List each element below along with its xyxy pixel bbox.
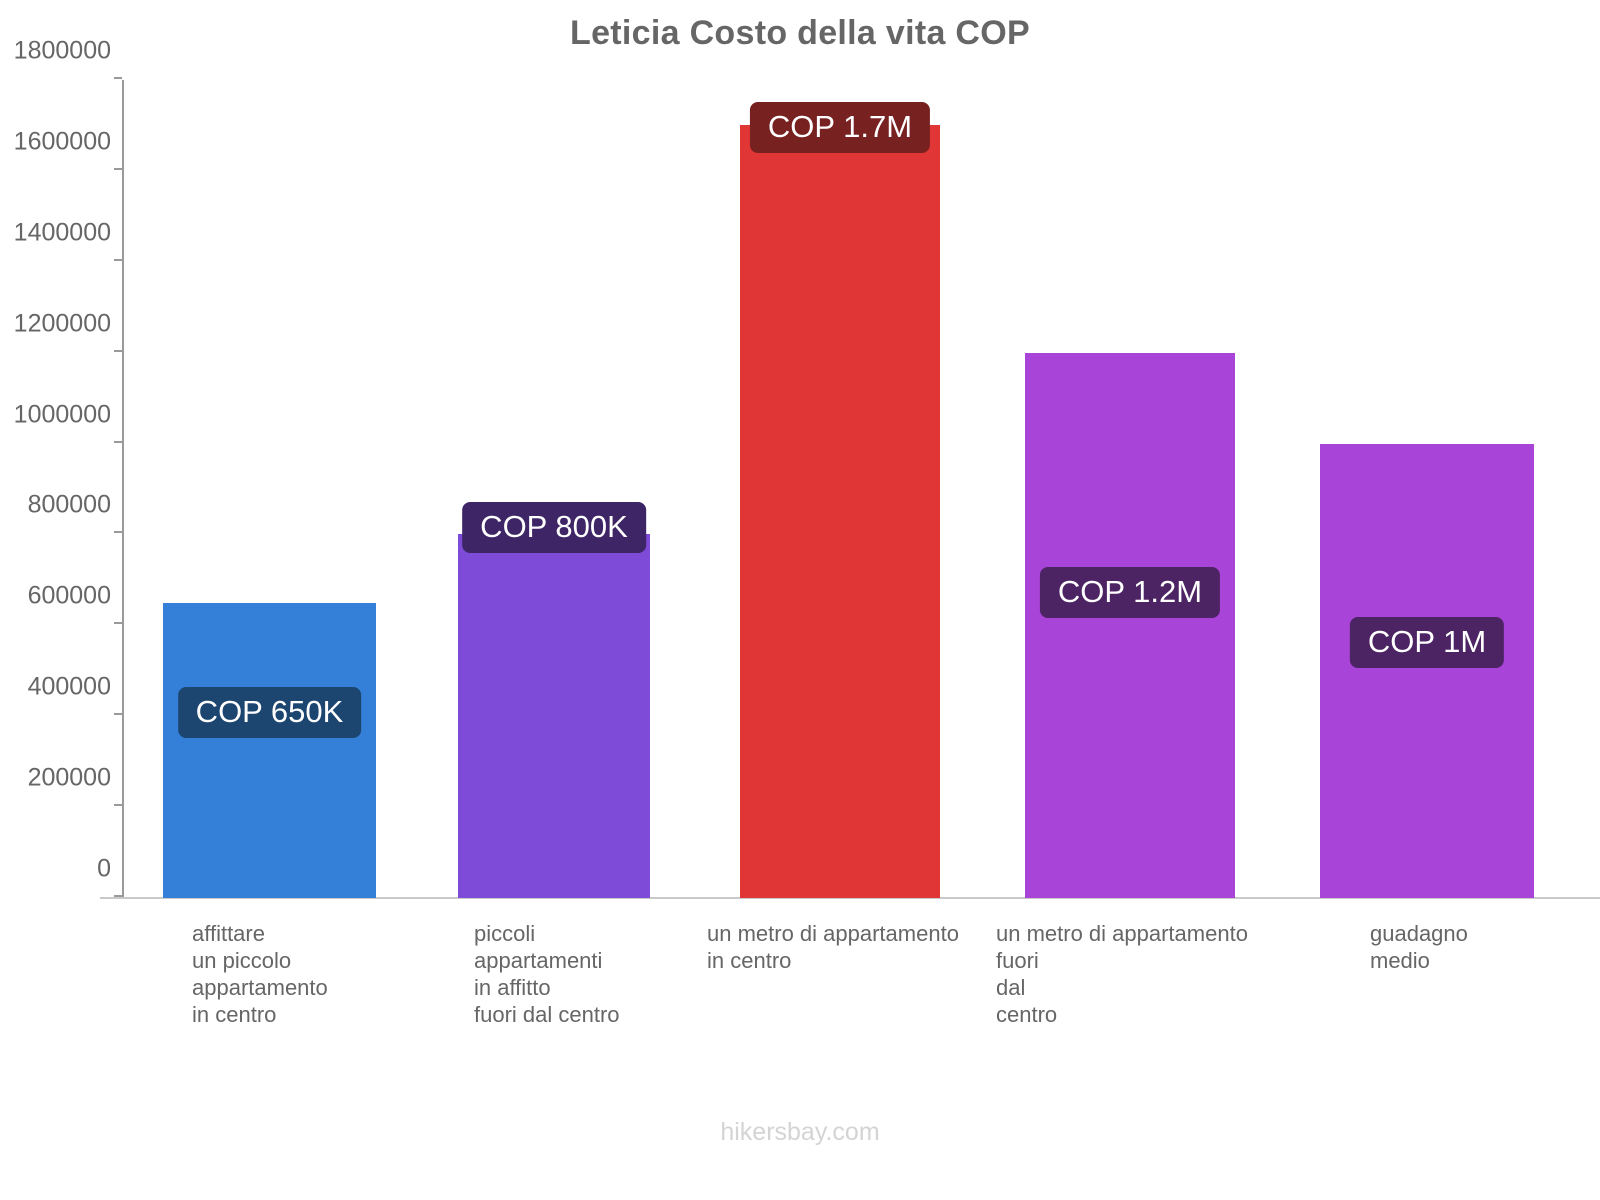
bar-piccoli-appartamenti-in-affitto-fuori-dal-centro[interactable]: COP 800K [458,502,650,898]
y-axis-tick-mark [114,804,122,807]
plot-area: 1800000 1600000 1400000 1200000 1000000 80000… [14,37,1600,898]
y-axis-tick-label: 1800000 [13,36,111,65]
y-axis-tick-label: 1000000 [13,400,111,429]
bar-un-metro-di-appartamento-fuori-dal-centro[interactable]: COP 1.2M [1025,352,1235,898]
y-axis-tick-mark [114,713,122,716]
y-axis-tick-label: 200000 [27,763,111,792]
x-axis-category-label: guadagno medio [1370,921,1468,973]
y-axis-tick-mark [114,531,122,534]
y-axis-tick-mark [114,895,122,897]
x-axis-category-label: affittare un piccolo appartamento in cen… [192,921,328,1027]
y-axis-tick-mark [114,258,122,261]
x-axis-category-label: un metro di appartamento in centro [707,921,959,973]
bar-value-label: COP 650K [177,687,362,738]
chart-title: Leticia Costo della vita COP [570,14,1030,52]
x-axis-category-label: piccoli appartamenti in affitto fuori da… [474,921,620,1027]
x-axis-line [100,897,1600,899]
bar-guadagno-medio[interactable]: COP 1M [1320,443,1534,898]
bar-value-label: COP 1M [1349,617,1505,668]
y-axis-tick-label: 800000 [27,490,111,519]
bar-value-label: COP 1.7M [749,102,931,153]
y-axis-tick-mark [114,349,122,352]
y-axis-tick-label: 1400000 [13,218,111,247]
bar-affittare-un-piccolo-appartamento-in-centro[interactable]: COP 650K [163,602,376,898]
y-axis-line [122,80,124,898]
y-axis-tick-mark [114,622,122,625]
y-axis-tick-label: 0 [97,854,111,883]
y-axis-tick-mark [114,167,122,170]
bar-value-label: COP 800K [462,502,646,553]
y-axis-tick-label: 600000 [27,581,111,610]
x-axis-category-label: un metro di appartamento fuori dal centr… [996,921,1248,1027]
bar-un-metro-di-appartamento-in-centro[interactable]: COP 1.7M [740,102,940,898]
footer-watermark: hikersbay.com [720,1118,880,1146]
y-axis-tick-label: 1600000 [13,127,111,156]
y-axis-tick-mark [114,440,122,443]
y-axis-tick-label: 400000 [27,672,111,701]
y-axis-tick-label: 1200000 [13,309,111,338]
y-axis-tick-mark [114,77,122,79]
bar-value-label: COP 1.2M [1039,567,1221,618]
